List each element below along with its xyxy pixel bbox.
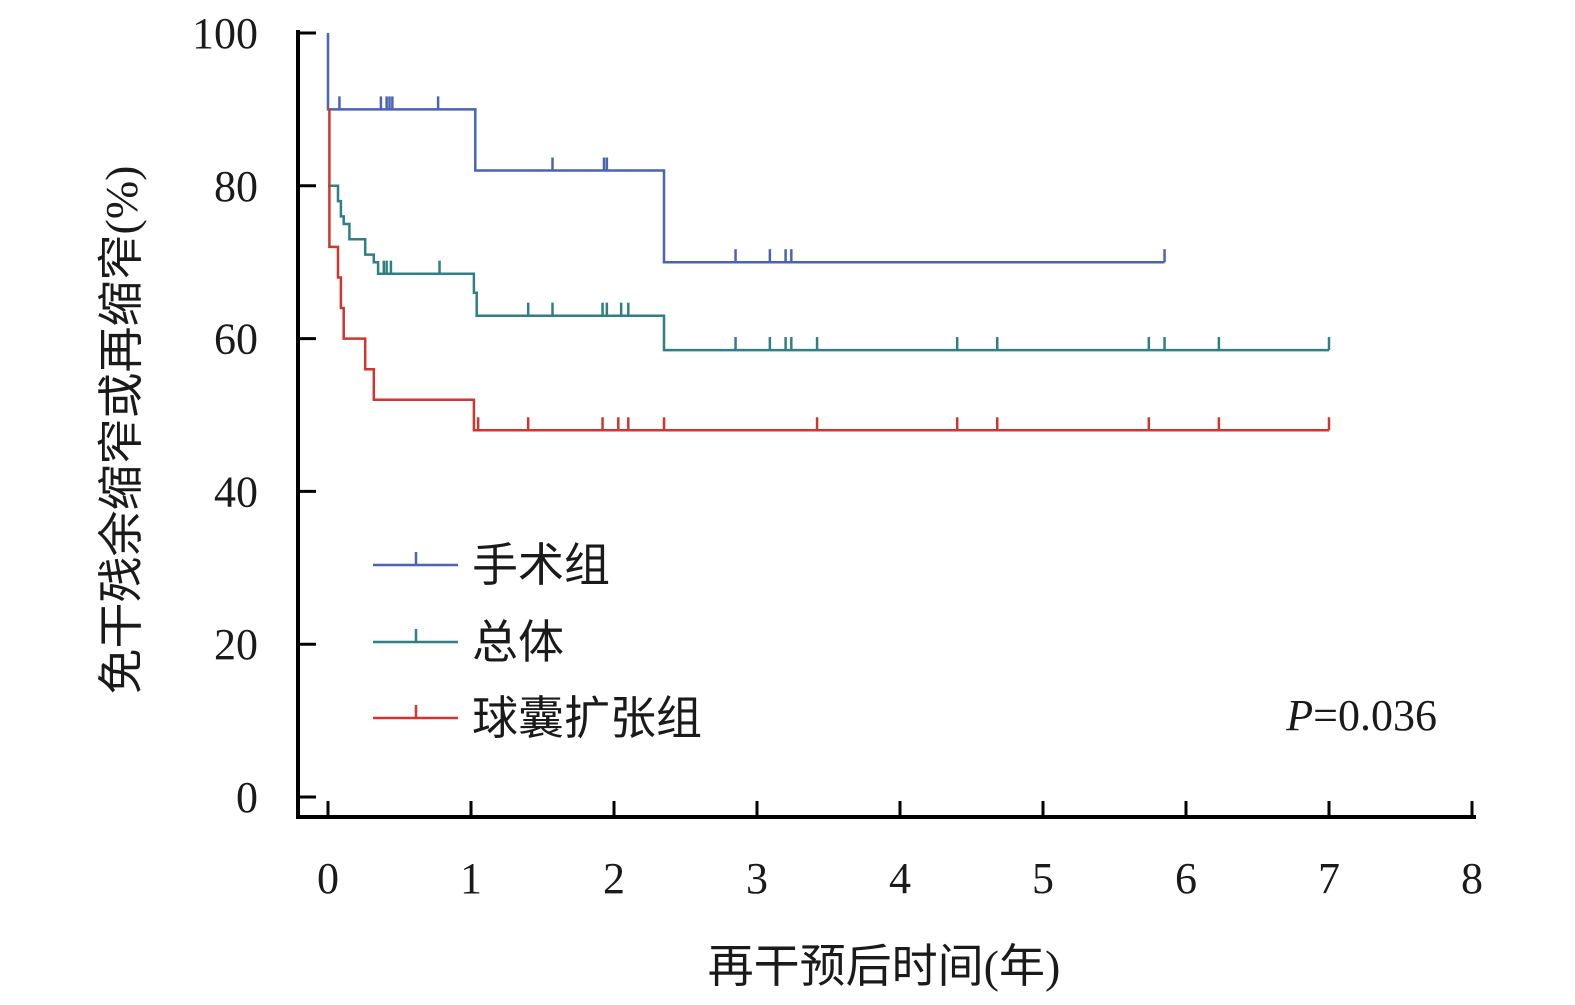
series-layer [326, 33, 1331, 432]
series-group [328, 184, 1331, 352]
x-tick-label: 3 [746, 854, 768, 903]
x-tick-label: 5 [1032, 854, 1054, 903]
legend-label: 手术组 [472, 540, 610, 591]
p-value-annotation: P=0.036 [1285, 691, 1437, 740]
x-tick-label: 1 [460, 854, 482, 903]
y-tick-label: 40 [214, 467, 258, 516]
y-tick-label: 60 [214, 315, 258, 364]
y-tick-label: 0 [236, 773, 258, 822]
legend-label: 总体 [472, 617, 564, 668]
x-tick-label: 0 [317, 854, 339, 903]
y-tick-label: 100 [192, 9, 258, 58]
series-line [326, 33, 1165, 264]
series-line [328, 184, 1329, 352]
y-tick-label: 80 [214, 162, 258, 211]
legend-label: 球囊扩张组 [472, 693, 702, 744]
x-tick-label: 4 [889, 854, 911, 903]
y-tick-label: 20 [214, 620, 258, 669]
series-line [328, 108, 1329, 432]
p-value-symbol: P [1285, 691, 1313, 740]
x-tick-label: 2 [603, 854, 625, 903]
p-value-text: =0.036 [1313, 691, 1437, 740]
x-tick-label: 7 [1318, 854, 1340, 903]
series-group [328, 108, 1331, 432]
axes: 0 20 40 60 80 100 0 1 2 3 4 5 6 7 8 [192, 9, 1483, 903]
y-axis-title: 免干残余缩窄或再缩窄(%) [96, 166, 147, 695]
x-axis-title: 再干预后时间(年) [708, 941, 1061, 992]
x-tick-label: 8 [1461, 854, 1483, 903]
x-tick-label: 6 [1175, 854, 1197, 903]
series-group [326, 33, 1166, 264]
